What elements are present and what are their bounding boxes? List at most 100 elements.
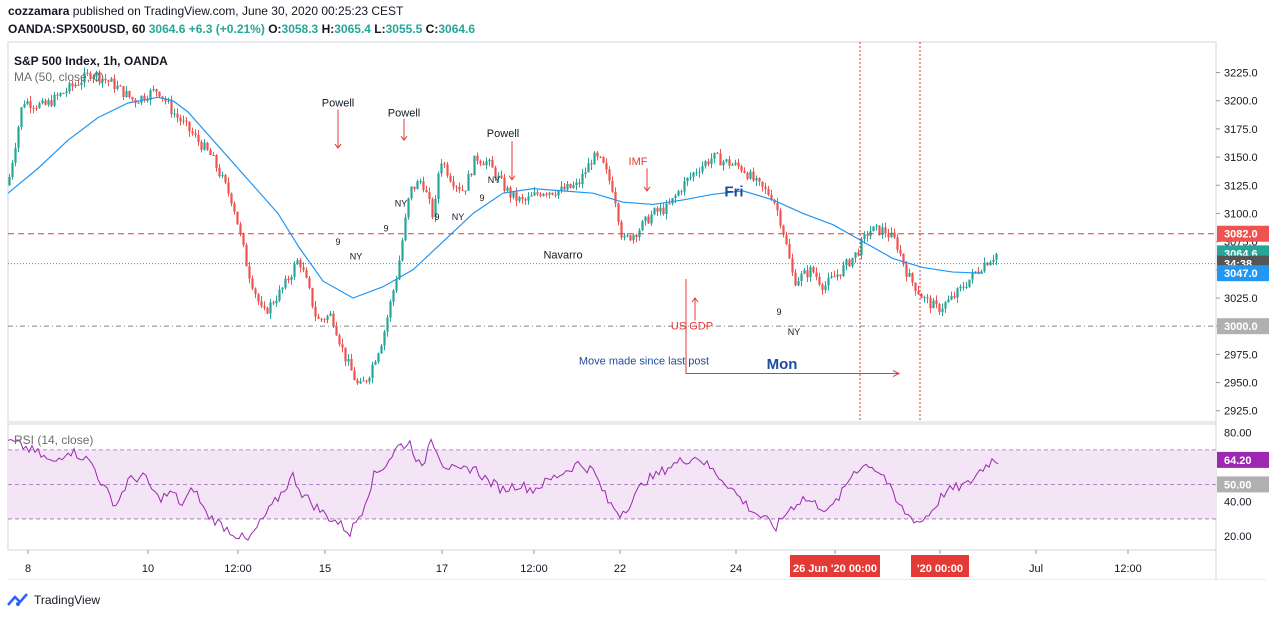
rsi-label-box [1217,451,1269,468]
candle-body [584,172,587,174]
candle-body [614,191,617,204]
candle-body [299,260,302,268]
candle-body [347,358,350,362]
candle-body [644,216,647,222]
candle-body [737,162,740,167]
candle-body [974,271,977,273]
candle-body [617,203,620,222]
candle-body [674,195,677,199]
candle-body [185,120,188,122]
candle-body [140,95,143,103]
candle-body [26,101,29,105]
candle-body [515,192,518,201]
candle-body [992,259,995,263]
candle-body [785,234,788,245]
candle-body [626,235,629,237]
xtick-label: 24 [730,563,742,575]
candle-body [818,276,821,285]
session-marker: 9 [335,237,340,247]
candle-body [896,237,899,250]
candle-body [836,274,839,277]
candle-body [827,277,830,286]
candle-body [632,234,635,241]
candle-body [434,199,437,218]
candle-body [242,233,245,246]
ytick-label: 3125.0 [1224,180,1258,192]
candle-body [545,193,548,195]
candle-body [506,187,509,191]
candle-body [662,207,665,215]
candle-body [29,101,32,108]
candle-body [908,273,911,277]
candle-body [104,78,107,81]
session-marker: 9 [383,223,388,233]
candle-body [197,134,200,142]
candle-body [80,82,83,86]
candle-body [92,76,95,79]
candle-body [620,221,623,238]
xtick-label: 8 [25,563,31,575]
candle-body [530,195,533,197]
candle-body [884,227,887,234]
candle-body [74,84,77,87]
candle-body [683,181,686,192]
candle-body [389,301,392,318]
ytick-label: 2950.0 [1224,378,1258,390]
chart-area[interactable]: Powell Powell Powell IMF Navarro US GDP Fri Mon… [0,0,1274,580]
candle-body [209,149,212,156]
candle-body [695,172,698,174]
tradingview-footer[interactable]: TradingView [6,592,100,608]
arrow-head [508,175,516,181]
candle-body [407,198,410,218]
candle-body [377,353,380,362]
candle-body [365,380,368,382]
ytick-label: 3025.0 [1224,293,1258,305]
candle-body [98,72,101,83]
candle-body [179,117,182,122]
arrow-head [334,143,342,149]
price-label-box [1217,318,1269,335]
candle-body [164,98,167,102]
candle-body [725,159,728,162]
candle-body [959,286,962,289]
candle-body [167,100,170,102]
candle-body [170,100,173,115]
candle-body [611,180,614,192]
candle-body [113,78,116,89]
candle-body [473,155,476,176]
candle-body [284,278,287,288]
candle-body [239,224,242,234]
symbol-header: OANDA:SPX500USD, 60 3064.6 +6.3 (+0.21%)… [8,22,475,36]
candle-body [770,194,773,200]
candle-body [71,83,74,87]
candle-body [812,267,815,273]
candle-body [230,193,233,204]
candle-body [155,89,158,92]
session-marker: NY [488,175,501,185]
candle-body [497,175,500,179]
candle-body [431,199,434,218]
xtick-label: 17 [436,563,448,575]
candle-body [788,244,791,259]
main-title: S&P 500 Index, 1h, OANDA [14,54,168,68]
candle-body [668,203,671,205]
candle-body [581,173,584,185]
author-name[interactable]: cozzamara [8,4,70,18]
candle-body [803,270,806,274]
candle-body [854,252,857,258]
candle-body [671,198,674,204]
rsi-label-box [1217,476,1269,493]
candle-body [59,93,62,96]
date-label-box [911,555,969,577]
candle-body [269,302,272,314]
candle-body [131,97,134,100]
ytick-label: 3100.0 [1224,208,1258,220]
candle-body [335,325,338,336]
candle-body [809,267,812,278]
candle-body [47,100,50,105]
candle-body [938,304,941,313]
candle-body [176,113,179,118]
candle-body [200,141,203,150]
candle-body [659,207,662,212]
candle-body [326,315,329,320]
